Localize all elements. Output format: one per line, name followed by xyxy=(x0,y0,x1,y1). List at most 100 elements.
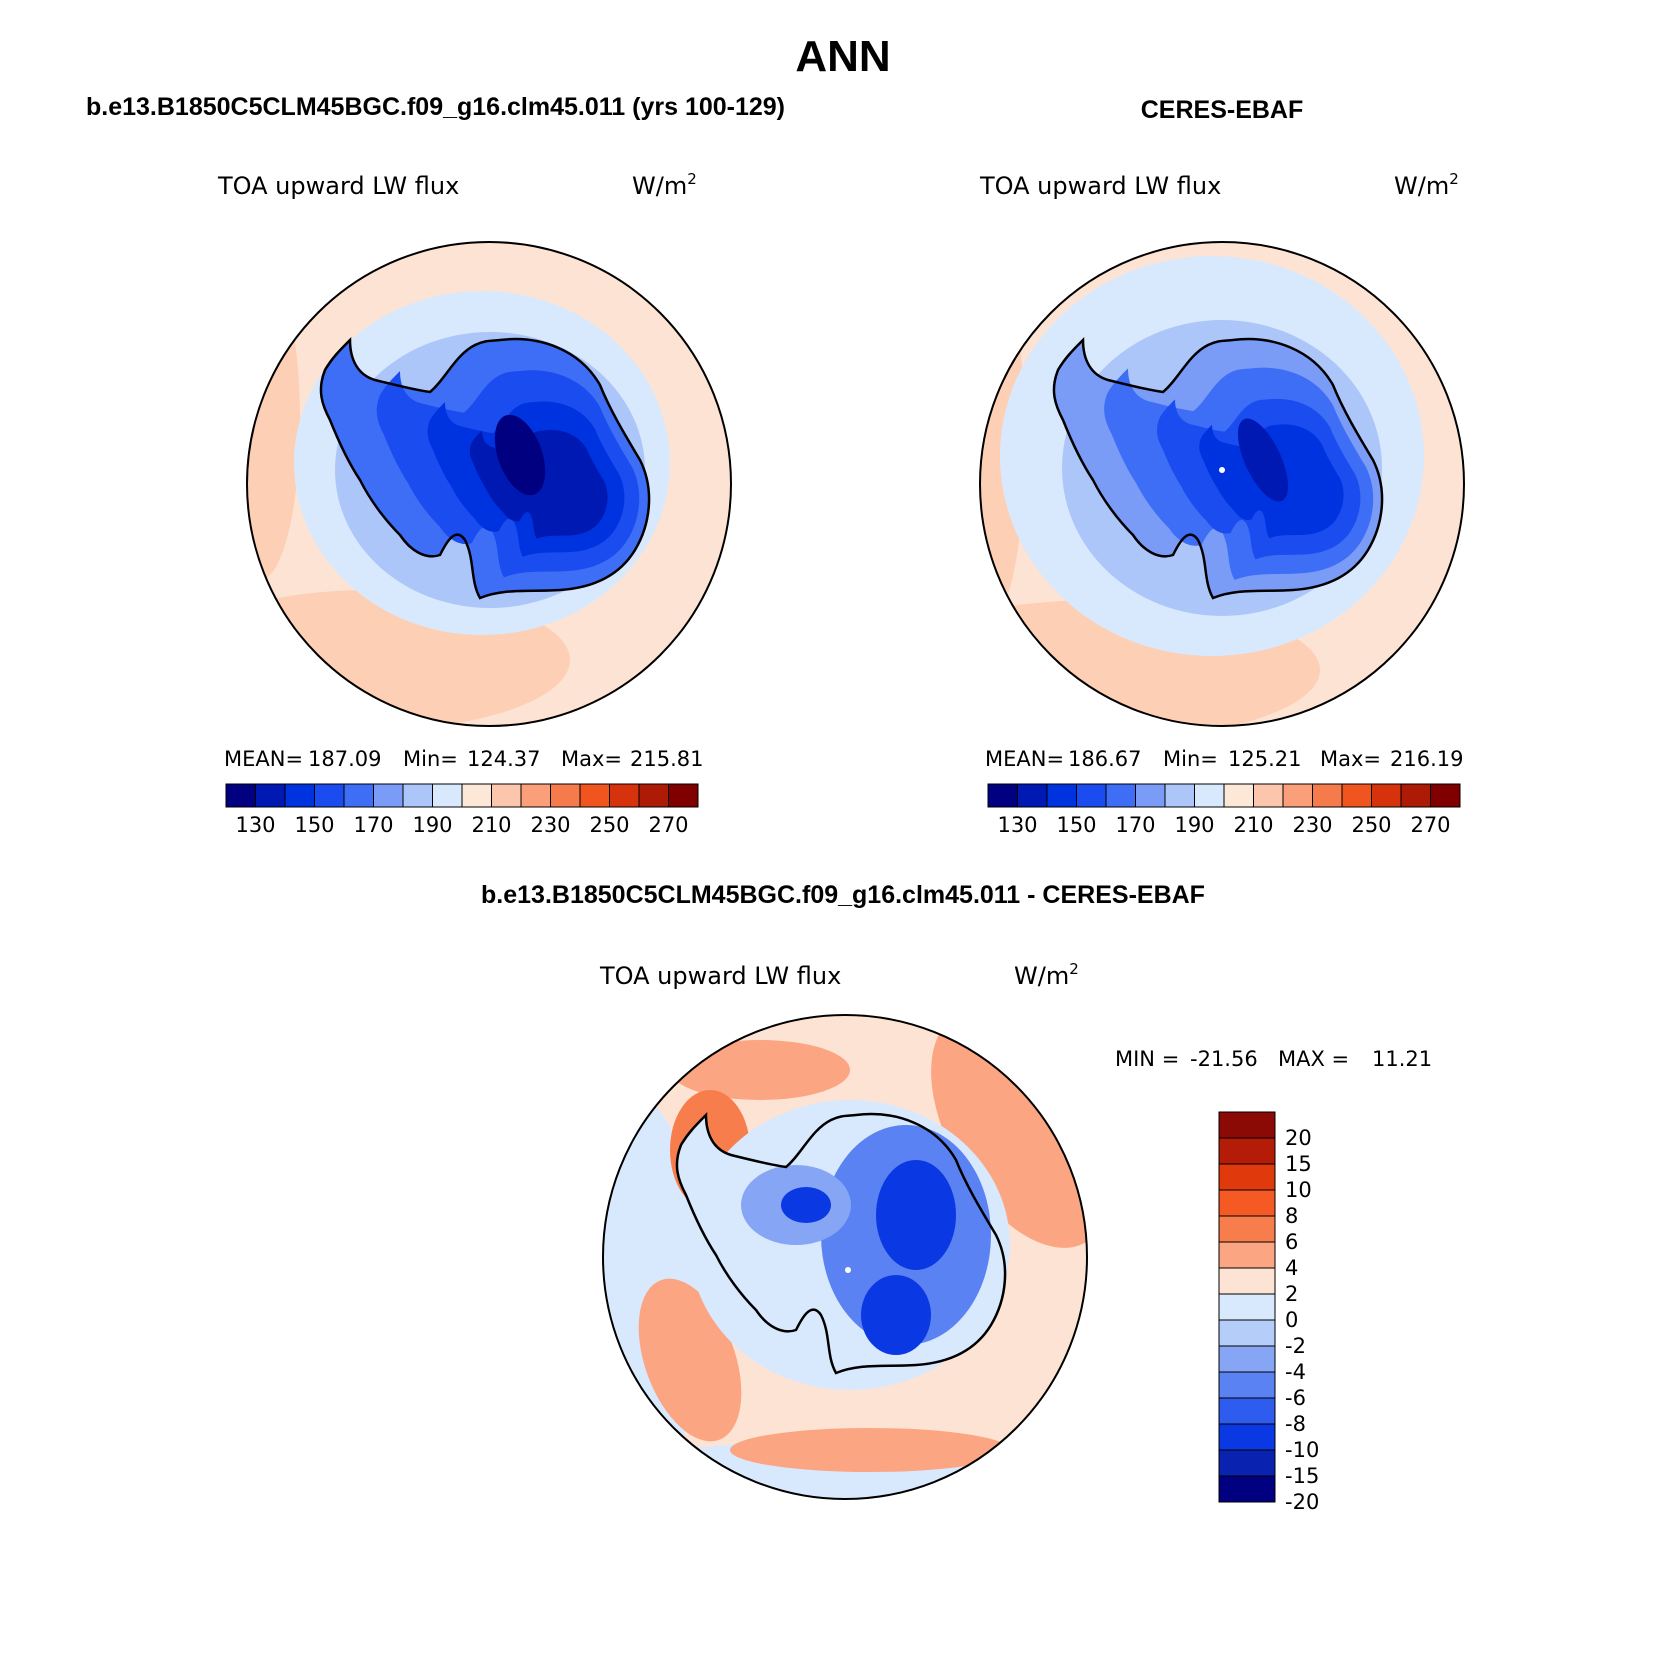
colorbar-tick-label: 250 xyxy=(589,813,629,837)
variable-label: TOA upward LW flux xyxy=(979,172,1221,200)
colorbar-tick-label: 170 xyxy=(1115,813,1155,837)
max-label: Max= xyxy=(561,747,622,771)
units-label: W/m2 xyxy=(1394,170,1459,200)
colorbar-swatch xyxy=(1400,783,1431,808)
colorbar-tick-label: 4 xyxy=(1285,1256,1298,1280)
min-value: 124.37 xyxy=(467,747,540,771)
min-label: Min= xyxy=(1163,747,1218,771)
colorbar-swatch xyxy=(1218,1449,1276,1477)
colorbar-swatch xyxy=(1218,1267,1276,1295)
colorbar-swatch xyxy=(1218,1475,1276,1503)
map-positive-region xyxy=(730,1428,1010,1472)
colorbar-swatch xyxy=(1218,1215,1276,1243)
colorbar-swatch xyxy=(1218,1397,1276,1425)
colorbar-tick-label: 210 xyxy=(1233,813,1273,837)
units-label: W/m2 xyxy=(632,170,697,200)
colorbar-swatch xyxy=(609,783,640,808)
min-label: Min= xyxy=(403,747,458,771)
panel-heading: b.e13.B1850C5CLM45BGC.f09_g16.clm45.011 … xyxy=(86,93,785,121)
min-label: MIN = xyxy=(1115,1047,1179,1071)
mean-label: MEAN= xyxy=(224,747,303,771)
colorbar-tick-label: 210 xyxy=(471,813,511,837)
colorbar-swatch xyxy=(1218,1137,1276,1165)
colorbar-swatch xyxy=(491,783,522,808)
variable-label: TOA upward LW flux xyxy=(217,172,459,200)
map-summit xyxy=(494,414,546,496)
colorbar-swatch xyxy=(1135,783,1166,808)
map-cold-bias-core xyxy=(781,1187,831,1223)
colorbar-tick-label: 250 xyxy=(1351,813,1391,837)
max-value: 11.21 xyxy=(1372,1047,1432,1071)
colorbar-tick-label: -4 xyxy=(1285,1360,1306,1384)
colorbar-swatch xyxy=(1253,783,1284,808)
colorbar-swatch xyxy=(1218,1111,1276,1139)
colorbar-tick-label: 190 xyxy=(412,813,452,837)
map-border xyxy=(979,241,1465,727)
colorbar-model: 130 150 170 190 210 230 250 270 xyxy=(225,783,699,837)
colorbar-swatch xyxy=(579,783,610,808)
colorbar-tick-label: 170 xyxy=(353,813,393,837)
colorbar-swatch xyxy=(1105,783,1136,808)
pole-marker xyxy=(1219,467,1225,473)
colorbar-tick-label: 270 xyxy=(1410,813,1450,837)
units-label: W/m2 xyxy=(1014,960,1079,990)
map-summit xyxy=(1237,418,1289,502)
colorbar-tick-label: 150 xyxy=(1056,813,1096,837)
colorbar-swatch xyxy=(1341,783,1372,808)
colorbar-swatch xyxy=(1218,1241,1276,1269)
max-value: 216.19 xyxy=(1390,747,1463,771)
colorbar-swatch xyxy=(343,783,374,808)
colorbar-swatch xyxy=(225,783,256,808)
colorbar-swatch xyxy=(1218,1319,1276,1347)
colorbar-swatch xyxy=(1218,1189,1276,1217)
colorbar-tick-label: -2 xyxy=(1285,1334,1306,1358)
colorbar-tick-label: -10 xyxy=(1285,1438,1319,1462)
colorbar-swatch xyxy=(1312,783,1343,808)
colorbar-tick-label: 8 xyxy=(1285,1204,1298,1228)
map-cold-bias-core xyxy=(861,1275,931,1355)
colorbar-tick-label: 130 xyxy=(235,813,275,837)
colorbar-swatch xyxy=(987,783,1018,808)
colorbar-swatch xyxy=(668,783,699,808)
mean-value: 187.09 xyxy=(308,747,381,771)
units-exponent: 2 xyxy=(1069,960,1079,978)
max-label: MAX = xyxy=(1278,1047,1349,1071)
units-exponent: 2 xyxy=(1449,170,1459,188)
pole-marker xyxy=(845,1267,851,1273)
page-title: ANN xyxy=(795,32,890,81)
max-label: Max= xyxy=(1320,747,1381,771)
colorbar-swatch xyxy=(432,783,463,808)
colorbar-tick-label: 6 xyxy=(1285,1230,1298,1254)
colorbar-tick-label: 150 xyxy=(294,813,334,837)
colorbar-tick-label: 15 xyxy=(1285,1152,1312,1176)
map-border xyxy=(246,241,732,727)
colorbar-swatch xyxy=(1223,783,1254,808)
colorbar-tick-label: 130 xyxy=(997,813,1037,837)
colorbar-swatch xyxy=(1046,783,1077,808)
colorbar-swatch xyxy=(1371,783,1402,808)
colorbar-tick-label: 270 xyxy=(648,813,688,837)
panel-heading: CERES-EBAF xyxy=(1141,96,1304,124)
colorbar-tick-label: 190 xyxy=(1174,813,1214,837)
colorbar-tick-label: -15 xyxy=(1285,1464,1319,1488)
units-exponent: 2 xyxy=(687,170,697,188)
stats-line: MEAN= 187.09 Min= 124.37 Max= 215.81 xyxy=(224,747,703,771)
colorbar-tick-label: -8 xyxy=(1285,1412,1306,1436)
panel-difference: b.e13.B1850C5CLM45BGC.f09_g16.clm45.011 … xyxy=(481,881,1432,1514)
max-value: 215.81 xyxy=(630,747,703,771)
mean-value: 186.67 xyxy=(1068,747,1141,771)
colorbar-tick-label: 10 xyxy=(1285,1178,1312,1202)
map-positive-region xyxy=(670,1040,850,1100)
colorbar-swatch xyxy=(520,783,551,808)
colorbar-swatch xyxy=(314,783,345,808)
colorbar-swatch xyxy=(1218,1423,1276,1451)
colorbar-swatch xyxy=(550,783,581,808)
colorbar-swatch xyxy=(1218,1293,1276,1321)
colorbar-swatch xyxy=(255,783,286,808)
colorbar-swatch xyxy=(1017,783,1048,808)
colorbar-swatch xyxy=(461,783,492,808)
colorbar-tick-label: 230 xyxy=(530,813,570,837)
colorbar-obs: 130 150 170 190 210 230 250 270 xyxy=(987,783,1461,837)
